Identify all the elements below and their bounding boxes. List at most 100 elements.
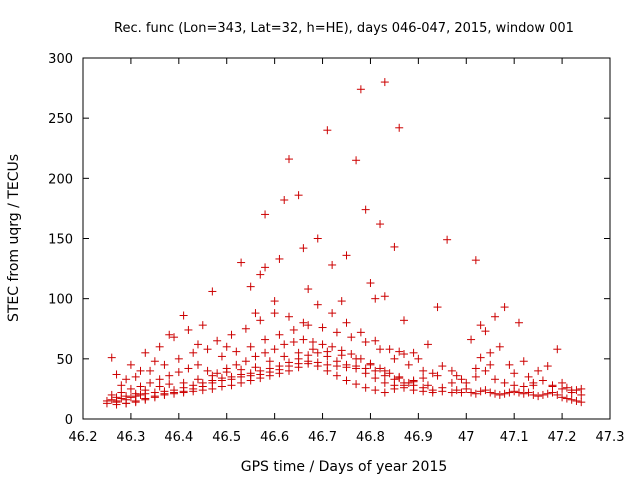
data-point — [117, 381, 126, 390]
data-point — [332, 371, 341, 380]
data-point — [126, 360, 135, 369]
data-point — [304, 359, 313, 368]
data-point — [500, 378, 509, 387]
data-point — [390, 384, 399, 393]
data-point — [179, 311, 188, 320]
x-tick-label: 46.2 — [69, 430, 98, 445]
data-point — [193, 375, 202, 384]
data-point — [452, 386, 461, 395]
data-point — [347, 333, 356, 342]
data-point — [423, 340, 432, 349]
data-point — [390, 354, 399, 363]
data-point — [170, 333, 179, 342]
x-tick-label: 47.3 — [596, 430, 625, 445]
data-point — [280, 195, 289, 204]
data-point — [481, 327, 490, 336]
data-point — [409, 348, 418, 357]
data-point — [174, 354, 183, 363]
data-point — [553, 390, 562, 399]
data-point — [256, 374, 265, 383]
data-point — [356, 85, 365, 94]
data-point — [246, 282, 255, 291]
data-point — [342, 363, 351, 372]
data-point — [203, 345, 212, 354]
data-point — [514, 318, 523, 327]
data-point — [313, 362, 322, 371]
data-point — [491, 312, 500, 321]
data-point — [323, 347, 332, 356]
data-point — [131, 398, 140, 407]
data-point — [294, 191, 303, 200]
data-point — [237, 258, 246, 267]
data-point — [136, 366, 145, 375]
data-point — [165, 330, 174, 339]
data-point — [313, 300, 322, 309]
data-point — [308, 337, 317, 346]
data-point — [251, 352, 260, 361]
data-point — [380, 366, 389, 375]
data-point — [136, 390, 145, 399]
data-point — [467, 388, 476, 397]
data-point — [227, 381, 236, 390]
data-point — [256, 270, 265, 279]
data-point — [275, 330, 284, 339]
data-point — [265, 371, 274, 380]
data-point — [275, 369, 284, 378]
data-point — [380, 378, 389, 387]
data-point — [481, 366, 490, 375]
data-point — [189, 387, 198, 396]
data-point — [562, 394, 571, 403]
y-tick-label: 300 — [48, 52, 73, 67]
data-point — [428, 388, 437, 397]
x-tick-label: 46.5 — [212, 430, 241, 445]
data-point — [141, 348, 150, 357]
data-point — [404, 378, 413, 387]
data-point — [256, 316, 265, 325]
x-tick-label: 46.6 — [260, 430, 289, 445]
data-point — [467, 335, 476, 344]
data-point — [193, 340, 202, 349]
x-tick-label: 46.4 — [164, 430, 193, 445]
data-point — [366, 360, 375, 369]
data-point — [265, 357, 274, 366]
y-tick-label: 150 — [48, 233, 73, 248]
data-point — [237, 378, 246, 387]
data-point — [280, 340, 289, 349]
data-point — [419, 374, 428, 383]
data-point — [179, 378, 188, 387]
data-point — [237, 365, 246, 374]
data-point — [486, 388, 495, 397]
x-tick-label: 46.9 — [404, 430, 433, 445]
data-point — [313, 234, 322, 243]
data-point — [304, 321, 313, 330]
data-point — [299, 318, 308, 327]
data-point — [126, 384, 135, 393]
data-point — [390, 242, 399, 251]
data-point — [332, 328, 341, 337]
data-point — [323, 126, 332, 135]
data-point — [486, 348, 495, 357]
data-point — [208, 287, 217, 296]
data-point — [347, 350, 356, 359]
data-point — [476, 321, 485, 330]
data-point — [376, 220, 385, 229]
data-point — [217, 382, 226, 391]
data-point — [538, 390, 547, 399]
data-point — [376, 345, 385, 354]
data-point — [222, 342, 231, 351]
data-point — [371, 386, 380, 395]
data-point — [160, 360, 169, 369]
data-point — [505, 360, 514, 369]
data-point — [519, 357, 528, 366]
data-point — [395, 372, 404, 381]
data-point — [577, 384, 586, 393]
data-point — [222, 368, 231, 377]
data-point — [548, 382, 557, 391]
data-point — [160, 390, 169, 399]
data-point — [438, 383, 447, 392]
data-point — [558, 393, 567, 402]
data-point — [462, 378, 471, 387]
data-point — [399, 350, 408, 359]
